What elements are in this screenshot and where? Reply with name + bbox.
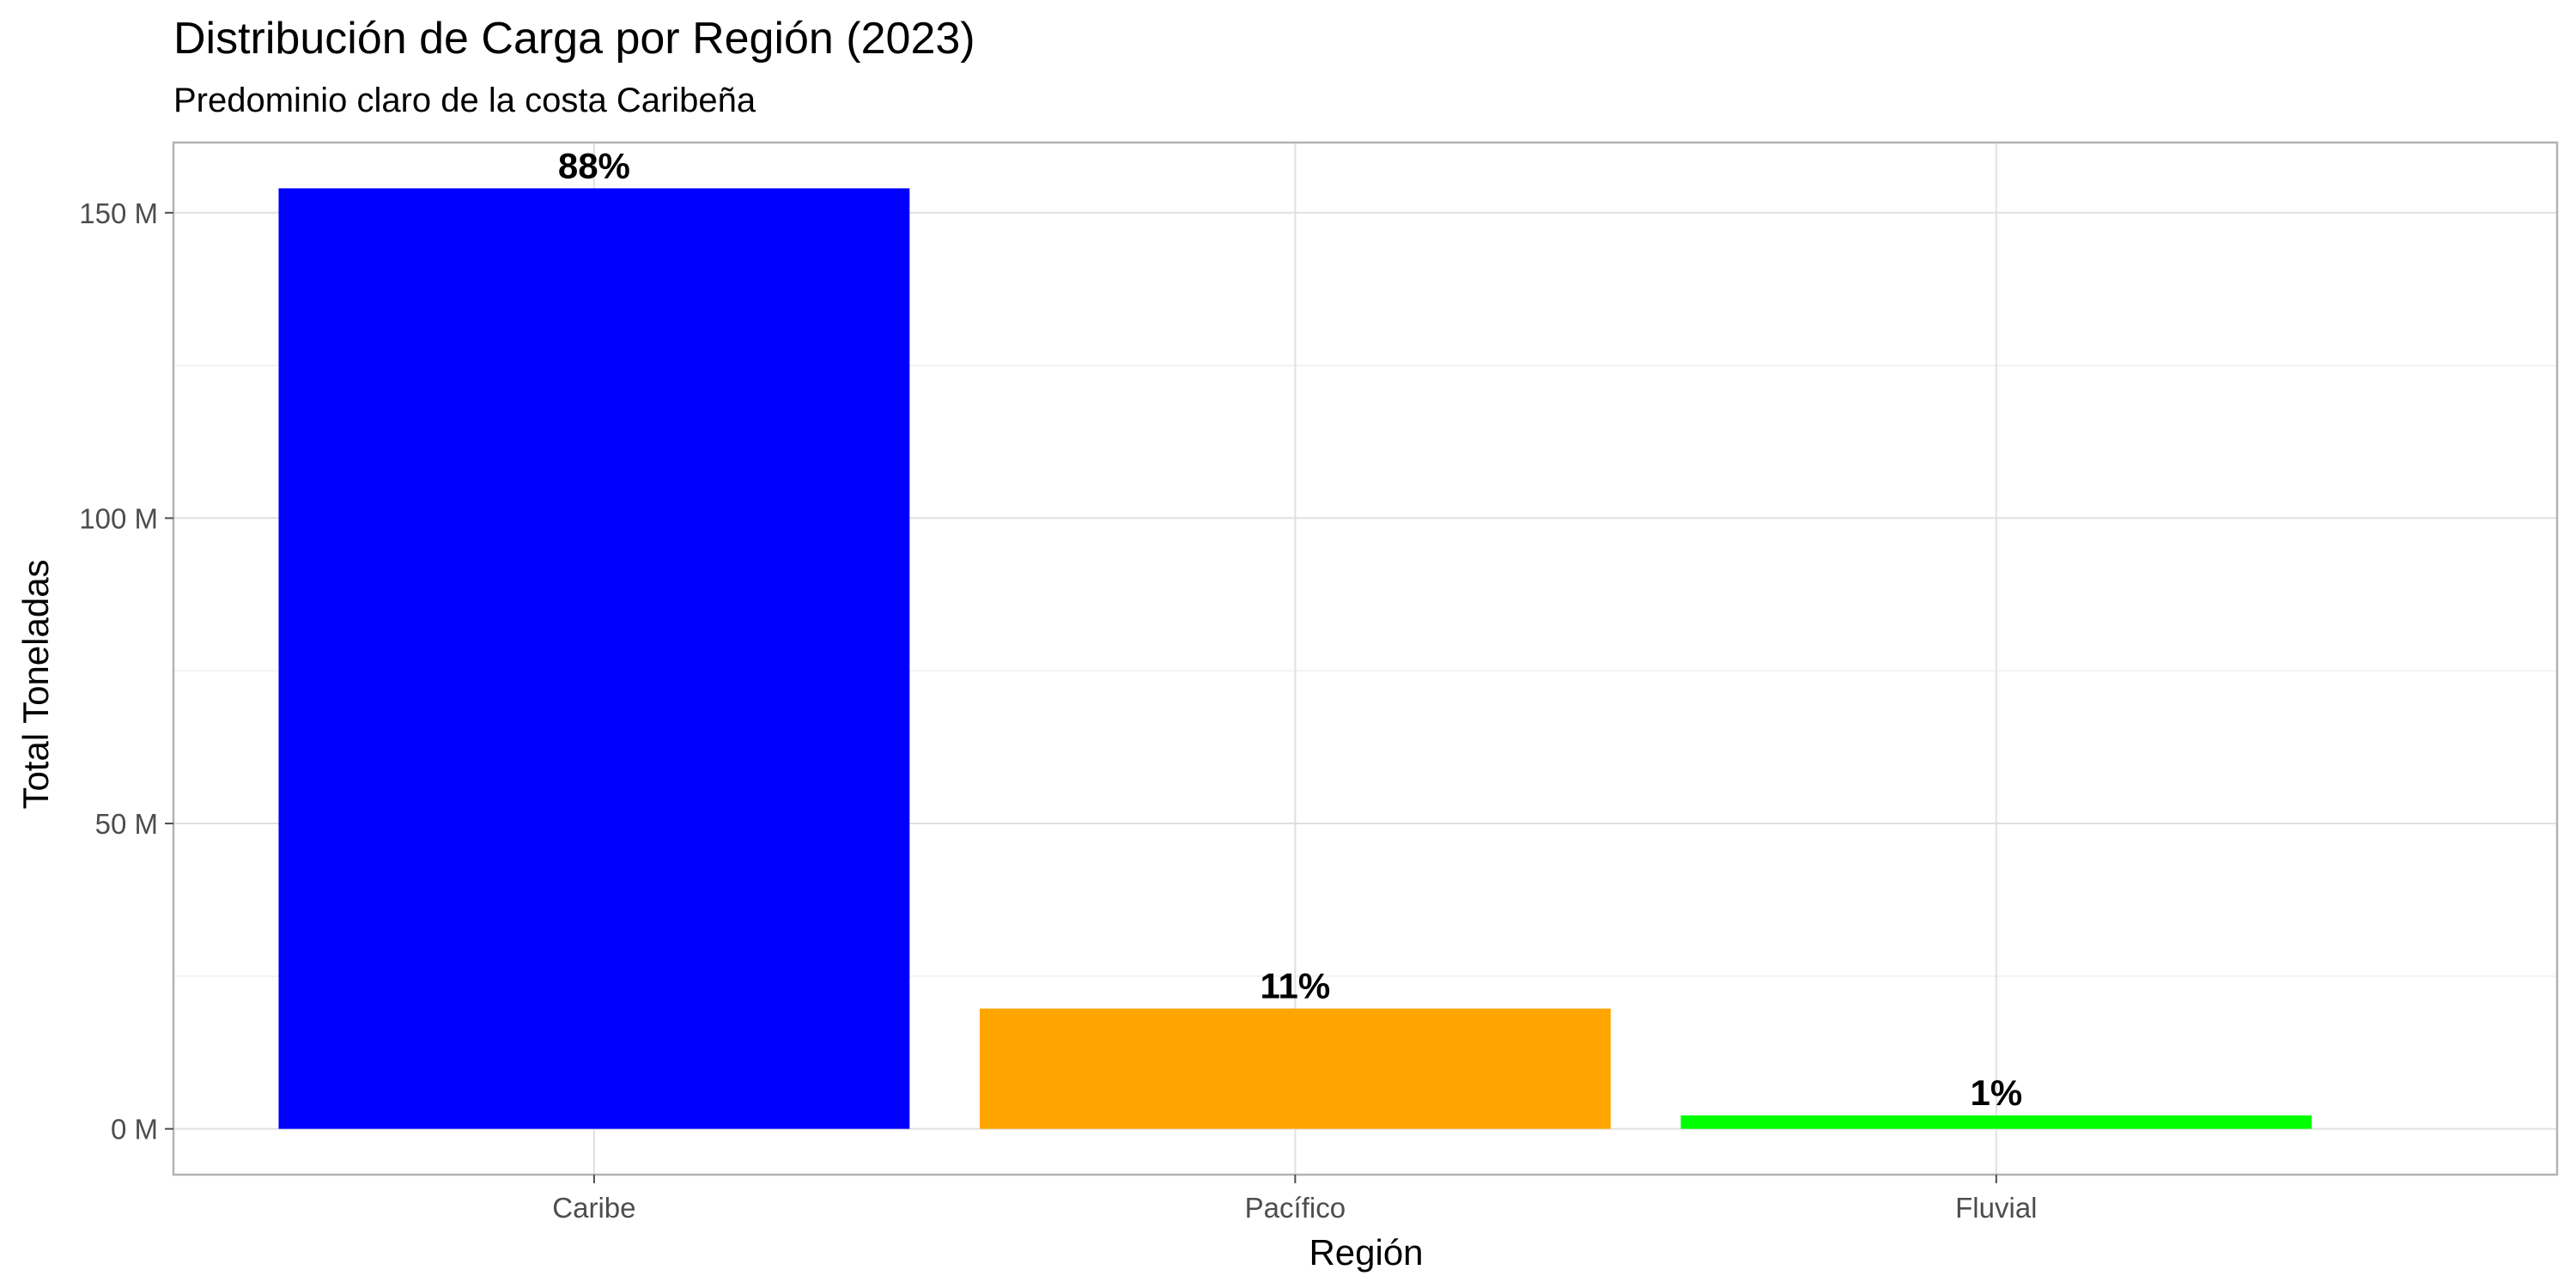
bar-caribe — [278, 188, 910, 1129]
y-axis-title: Total Toneladas — [15, 559, 56, 809]
panel-border — [172, 141, 2559, 1176]
x-axis-title: Región — [1309, 1232, 1423, 1273]
data-label: 88% — [558, 145, 630, 185]
x-tick-label: Pacífico — [1245, 1192, 1346, 1224]
y-tick-label: 100 M — [79, 502, 158, 534]
x-tick-label: Caribe — [552, 1192, 635, 1224]
chart-title: Distribución de Carga por Región (2023) — [173, 14, 975, 64]
y-tick-label: 0 M — [111, 1114, 158, 1145]
data-label: 1% — [1970, 1072, 2022, 1113]
data-label: 11% — [1260, 966, 1330, 1006]
chart-subtitle: Predominio claro de la costa Caribeña — [173, 82, 756, 119]
bar-fluvial — [1680, 1115, 2312, 1129]
bar-pacifico — [979, 1008, 1611, 1129]
y-tick-label: 50 M — [95, 808, 158, 840]
y-tick-label: 150 M — [79, 197, 158, 229]
x-tick-label: Fluvial — [1955, 1192, 2037, 1224]
plot-area: 88% 11% 1% 0 M 50 M 100 M 150 M Caribe Pacífico F… — [79, 141, 2559, 1224]
